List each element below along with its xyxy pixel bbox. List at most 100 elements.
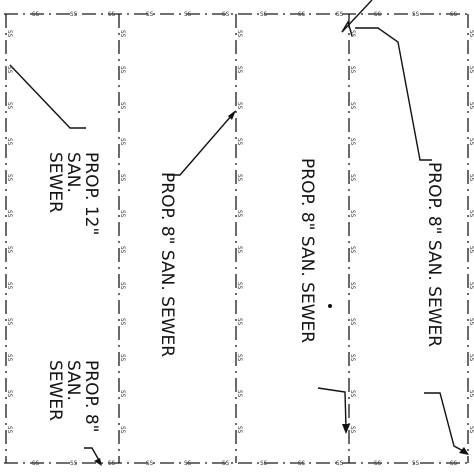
ss-line-marker-16: SS [119,174,126,182]
leader-top-diagonal [341,0,373,33]
ss-line-marker-19: SS [119,282,126,290]
ss-line-marker-55: SS [468,282,474,290]
leader-col4-bottom [424,392,466,453]
ss-line-marker-12: SS [119,30,126,38]
ss-line-marker-22: SS [119,390,126,398]
ss-line-marker-11: SS [6,426,13,434]
ss-line-marker-3: SS [6,138,13,146]
ss-line-marker-73: SS [70,460,78,467]
ss-line-marker-9: SS [6,354,13,362]
ss-line-marker-77: SS [222,460,230,467]
ss-line-marker-63: SS [146,11,154,18]
ss-line-marker-28: SS [236,174,243,182]
ss-line-marker-79: SS [298,460,306,467]
ss-line-marker-7: SS [6,282,13,290]
label-col2-prop-8-san-sewer: PROP. 8" SAN. SEWER [157,172,177,358]
ss-line-marker-2: SS [6,102,13,110]
ss-line-marker-60: SS [32,11,40,18]
leader-prop-12-san-sewer [9,64,86,129]
arrow-col1-bottom [94,458,102,466]
label-prop-12-san-sewer: PROP. 12" SAN. SEWER [45,152,101,236]
ss-line-marker-0: SS [6,30,13,38]
label-col3-prop-8-san-sewer: PROP. 8" SAN. SEWER [297,158,317,344]
ss-line-marker-53: SS [468,210,474,218]
leader-col4-top [355,27,432,161]
ss-line-marker-8: SS [6,318,13,326]
ss-line-marker-36: SS [349,30,356,38]
ss-line-marker-32: SS [236,318,243,326]
ss-line-marker-15: SS [119,138,126,146]
leader-col2 [168,114,233,176]
ss-line-marker-54: SS [468,246,474,254]
ss-line-marker-24: SS [236,30,243,38]
ss-line-marker-47: SS [349,426,356,434]
ss-line-marker-68: SS [336,11,344,18]
ss-line-marker-6: SS [6,246,13,254]
ss-line-marker-13: SS [119,66,126,74]
ss-line-marker-33: SS [236,354,243,362]
label-col4-prop-8-san-sewer: PROP. 8" SAN. SEWER [424,162,444,348]
ss-line-marker-82: SS [412,460,420,467]
ss-line-marker-67: SS [298,11,306,18]
ss-line-marker-69: SS [374,11,382,18]
ss-line-marker-27: SS [236,138,243,146]
ss-line-marker-23: SS [119,426,126,434]
ss-line-marker-4: SS [6,174,13,182]
ss-line-marker-42: SS [349,246,356,254]
arrow-col4-bottom [459,447,469,455]
ss-line-marker-75: SS [146,460,154,467]
ss-line-marker-76: SS [184,460,192,467]
ss-line-marker-56: SS [468,318,474,326]
ss-line-marker-49: SS [468,66,474,74]
ss-line-marker-58: SS [468,390,474,398]
ss-line-marker-41: SS [349,210,356,218]
arrow-col3 [342,424,350,434]
ss-line-marker-29: SS [236,210,243,218]
ss-line-marker-80: SS [336,460,344,467]
ss-line-marker-38: SS [349,102,356,110]
arrow-col2 [228,110,236,120]
survey-point-marker [328,304,332,308]
ss-line-marker-65: SS [222,11,230,18]
ss-line-marker-20: SS [119,318,126,326]
ss-line-marker-18: SS [119,246,126,254]
ss-line-marker-46: SS [349,390,356,398]
ss-line-marker-74: SS [108,460,116,467]
ss-line-marker-62: SS [108,11,116,18]
ss-line-marker-10: SS [6,390,13,398]
ss-line-marker-52: SS [468,174,474,182]
ss-line-marker-64: SS [184,11,192,18]
ss-line-marker-57: SS [468,354,474,362]
ss-line-marker-50: SS [468,102,474,110]
ss-line-marker-72: SS [32,460,40,467]
ss-line-marker-66: SS [260,11,268,18]
label-col1-bottom-prop-8-san-sewer: PROP. 8" SAN. SEWER [45,360,101,433]
ss-line-marker-78: SS [260,460,268,467]
ss-line-marker-51: SS [468,138,474,146]
ss-line-marker-83: SS [450,460,458,467]
ss-line-marker-70: SS [412,11,420,18]
ss-line-marker-14: SS [119,102,126,110]
ss-line-marker-81: SS [374,460,382,467]
ss-line-marker-26: SS [236,102,243,110]
leader-col3 [317,387,347,429]
ss-line-marker-34: SS [236,390,243,398]
ss-line-marker-43: SS [349,282,356,290]
leader-col1-bottom [84,447,101,463]
ss-line-marker-30: SS [236,246,243,254]
ss-line-marker-1: SS [6,66,13,74]
ss-line-marker-25: SS [236,66,243,74]
ss-line-marker-40: SS [349,174,356,182]
leader-top-hook [341,20,353,37]
ss-line-marker-21: SS [119,354,126,362]
ss-line-marker-17: SS [119,210,126,218]
ss-line-marker-59: SS [468,426,474,434]
ss-line-marker-61: SS [70,11,78,18]
ss-line-marker-31: SS [236,282,243,290]
ss-line-marker-71: SS [450,11,458,18]
ss-line-marker-48: SS [468,30,474,38]
ss-line-marker-44: SS [349,318,356,326]
ss-line-marker-35: SS [236,426,243,434]
